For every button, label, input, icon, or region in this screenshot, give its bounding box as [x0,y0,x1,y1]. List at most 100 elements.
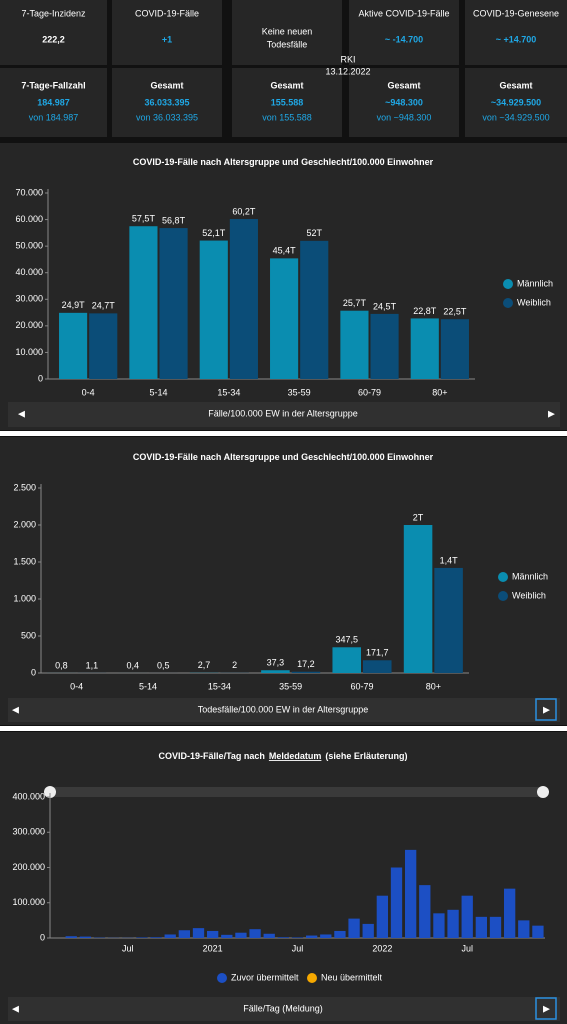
card [465,68,567,137]
legend-swatch [217,973,227,983]
y-tick-label: 50.000 [15,241,43,251]
next-button[interactable] [535,997,557,1020]
bar [192,928,205,938]
panel [0,732,567,1024]
value-label: 347,5 [335,635,358,645]
bar [136,937,148,938]
x-tick-label: Jul [122,943,134,953]
card-label: 7-Tage-Inzidenz [21,8,86,18]
x-tick-label: 15-34 [208,681,231,691]
bar [332,647,361,673]
value-label: 22,8T [413,306,437,316]
next-button[interactable] [535,698,557,721]
card-sub: von 184.987 [29,112,79,122]
card-label: Gesamt [270,80,303,90]
bar [320,934,332,938]
arrow-right[interactable]: ▶ [548,408,555,418]
x-axis-label: Fälle/100.000 EW in der Altersgruppe [208,408,358,418]
value-label: 60,2T [232,206,256,216]
legend-swatch [503,279,513,289]
value-label: 25,7T [343,298,367,308]
y-tick-label: 200.000 [12,862,45,872]
source: RKI [340,54,355,64]
bar [249,929,261,938]
bar [461,895,473,938]
title-text: COVID-19-Fälle nach Altersgruppe und Ges… [133,452,434,462]
y-tick-label: 300.000 [12,827,45,837]
card-value: 36.033.395 [144,97,189,107]
card-value: ~948.300 [385,97,423,107]
card-value: ~ -14.700 [385,34,423,44]
y-tick-label: 500 [21,630,36,640]
bar [305,935,318,938]
value-label: 45,4T [273,246,297,256]
y-tick-label: 2.000 [13,519,36,529]
legend-swatch [503,298,513,308]
card [232,68,342,137]
card-value: ~34.929.500 [491,97,541,107]
bar [363,660,392,673]
slider-handle[interactable] [44,786,56,798]
value-label: 1,4T [440,555,459,565]
bar [447,909,459,938]
arrow-left[interactable]: ◀ [12,704,19,714]
value-label: 0,5 [157,660,170,670]
arrow-right[interactable]: ▶ [543,704,550,714]
bar [178,930,191,938]
bar [334,930,346,938]
scroll-strip [8,402,560,427]
x-tick-label: Jul [292,943,304,953]
value-label: 17,2 [297,659,315,669]
y-tick-label: 30.000 [15,294,43,304]
y-tick-label: 1.500 [13,556,36,566]
value-label: 2,7 [198,660,211,670]
value-label: 22,5T [443,307,467,317]
x-tick-label: 2021 [203,943,223,953]
bar [277,937,290,938]
legend-swatch [498,572,508,582]
value-label: 2 [232,660,237,670]
card [349,0,459,65]
bar [291,671,321,673]
y-tick-label: 100.000 [12,897,45,907]
card-label: Keine neuen [262,26,313,36]
legend-label: Männlich [517,278,553,288]
x-axis-label: Todesfälle/100.000 EW in der Altersgrupp… [198,704,369,714]
slider-handle[interactable] [537,786,549,798]
bar [159,228,188,379]
y-tick-label: 60.000 [15,214,43,224]
legend-label: Neu übermittelt [321,972,383,982]
date: 13.12.2022 [325,66,370,76]
x-tick-label: 60-79 [350,681,373,691]
card-label: 7-Tage-Fallzahl [21,80,85,90]
card [349,68,459,137]
bar [229,219,258,379]
x-tick-label: 35-59 [288,387,311,397]
bar [419,885,431,938]
bar [440,319,469,379]
y-tick-label: 2.500 [13,482,36,492]
value-label: 2T [413,512,424,522]
bar [404,849,417,938]
arrow-left[interactable]: ◀ [18,408,25,418]
card-sub: von 36.033.395 [136,112,198,122]
x-tick-label: 60-79 [358,387,381,397]
card-label: Gesamt [499,80,532,90]
x-tick-label: 15-34 [217,387,240,397]
title-link[interactable]: Meldedatum [269,751,322,761]
arrow-right[interactable]: ▶ [543,1003,550,1013]
arrow-left[interactable]: ◀ [12,1003,19,1013]
x-tick-label: Jul [461,943,473,953]
bar [489,916,502,938]
bar [235,932,247,938]
card-label: Gesamt [150,80,183,90]
bar [65,936,77,938]
y-tick-label: 0 [31,667,36,677]
card-label: Todesfälle [267,39,308,49]
card-value: 184.987 [37,97,70,107]
chart-title: COVID-19-Fälle nach Altersgruppe und Ges… [133,452,434,462]
y-tick-label: 20.000 [15,320,43,330]
range-slider[interactable] [50,787,545,797]
y-tick-label: 0 [40,932,45,942]
